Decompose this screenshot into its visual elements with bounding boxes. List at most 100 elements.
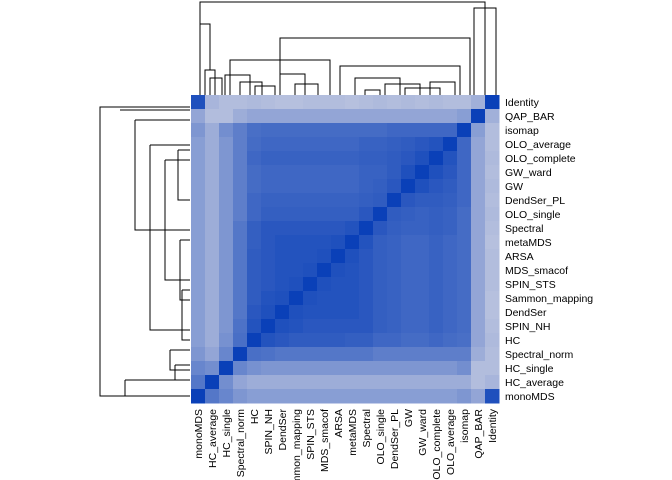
heatmap-cell — [415, 249, 430, 264]
heatmap-cell — [247, 151, 262, 166]
heatmap-cell — [247, 319, 262, 334]
heatmap-cell — [289, 151, 304, 166]
heatmap-cell — [457, 165, 472, 180]
heatmap-cell — [345, 347, 360, 362]
heatmap-cell — [261, 333, 276, 348]
heatmap-cell — [485, 263, 500, 278]
heatmap-cell — [317, 333, 332, 348]
heatmap-cell — [191, 123, 206, 138]
heatmap-cell — [387, 109, 402, 124]
heatmap-cell — [471, 151, 486, 166]
heatmap-cell — [401, 123, 416, 138]
heatmap-cell — [359, 277, 374, 292]
heatmap-cell — [219, 221, 234, 236]
heatmap-cell — [373, 319, 388, 334]
heatmap-cell — [401, 221, 416, 236]
heatmap-cell — [415, 333, 430, 348]
heatmap-cell — [233, 95, 248, 110]
heatmap-cell — [317, 193, 332, 208]
heatmap-cell — [289, 137, 304, 152]
heatmap-cell — [345, 137, 360, 152]
heatmap-cell — [331, 221, 346, 236]
heatmap-cell — [387, 277, 402, 292]
heatmap-cell — [247, 207, 262, 222]
heatmap-cell — [345, 361, 360, 376]
heatmap-cell — [485, 109, 500, 124]
heatmap-cell — [331, 235, 346, 250]
heatmap-cell — [373, 109, 388, 124]
heatmap-cell — [233, 193, 248, 208]
heatmap-cell — [471, 375, 486, 390]
heatmap-cell — [219, 333, 234, 348]
heatmap-cell — [191, 375, 206, 390]
heatmap-cell — [205, 137, 220, 152]
heatmap-cell — [471, 193, 486, 208]
heatmap-cell — [261, 165, 276, 180]
heatmap-cell — [317, 151, 332, 166]
heatmap-cell — [429, 207, 444, 222]
heatmap-cell — [275, 291, 290, 306]
column-label: HC — [249, 409, 261, 425]
heatmap-cell — [415, 151, 430, 166]
row-label: QAP_BAR — [505, 111, 555, 123]
heatmap-cell — [303, 235, 318, 250]
heatmap-cell — [331, 291, 346, 306]
heatmap-cell — [345, 305, 360, 320]
heatmap-cell — [359, 235, 374, 250]
heatmap-cell — [317, 137, 332, 152]
column-label: HC_average — [207, 409, 219, 468]
heatmap-cell — [233, 207, 248, 222]
heatmap-cell — [415, 319, 430, 334]
heatmap-cell — [387, 123, 402, 138]
heatmap-cell — [205, 263, 220, 278]
heatmap-cell — [233, 333, 248, 348]
heatmap-cell — [457, 235, 472, 250]
heatmap-cell — [485, 165, 500, 180]
heatmap-cell — [303, 263, 318, 278]
heatmap-cell — [247, 179, 262, 194]
heatmap-cell — [373, 291, 388, 306]
heatmap-cell — [471, 109, 486, 124]
heatmap-cell — [415, 277, 430, 292]
heatmap-cell — [415, 389, 430, 404]
heatmap-cell — [457, 123, 472, 138]
heatmap-cell — [457, 277, 472, 292]
heatmap-cell — [429, 361, 444, 376]
heatmap-cell — [415, 347, 430, 362]
heatmap-cell — [289, 207, 304, 222]
heatmap-cell — [317, 123, 332, 138]
heatmap-cell — [289, 221, 304, 236]
heatmap-cell — [359, 151, 374, 166]
heatmap-cell — [205, 305, 220, 320]
heatmap-cell — [275, 151, 290, 166]
heatmap-cell — [401, 347, 416, 362]
heatmap-cell — [247, 277, 262, 292]
heatmap-cell — [191, 95, 206, 110]
heatmap-cell — [261, 389, 276, 404]
heatmap-cell — [233, 165, 248, 180]
heatmap-cell — [191, 305, 206, 320]
heatmap-cell — [471, 361, 486, 376]
heatmap-cell — [331, 375, 346, 390]
heatmap-cell — [401, 151, 416, 166]
heatmap-cell — [191, 249, 206, 264]
heatmap-cell — [401, 333, 416, 348]
heatmap-cell — [373, 305, 388, 320]
heatmap-cell — [247, 165, 262, 180]
heatmap-cell — [373, 193, 388, 208]
heatmap-cell — [429, 291, 444, 306]
heatmap-cell — [289, 235, 304, 250]
row-label: Spectral_norm — [505, 349, 574, 361]
heatmap-cell — [373, 137, 388, 152]
heatmap-cell — [345, 221, 360, 236]
heatmap-cell — [401, 165, 416, 180]
heatmap-cell — [373, 263, 388, 278]
row-label: monoMDS — [505, 391, 555, 403]
heatmap-cell — [303, 375, 318, 390]
heatmap-cell — [247, 291, 262, 306]
heatmap-cell — [359, 221, 374, 236]
heatmap-cell — [457, 249, 472, 264]
heatmap-cell — [485, 137, 500, 152]
heatmap-cell — [289, 165, 304, 180]
